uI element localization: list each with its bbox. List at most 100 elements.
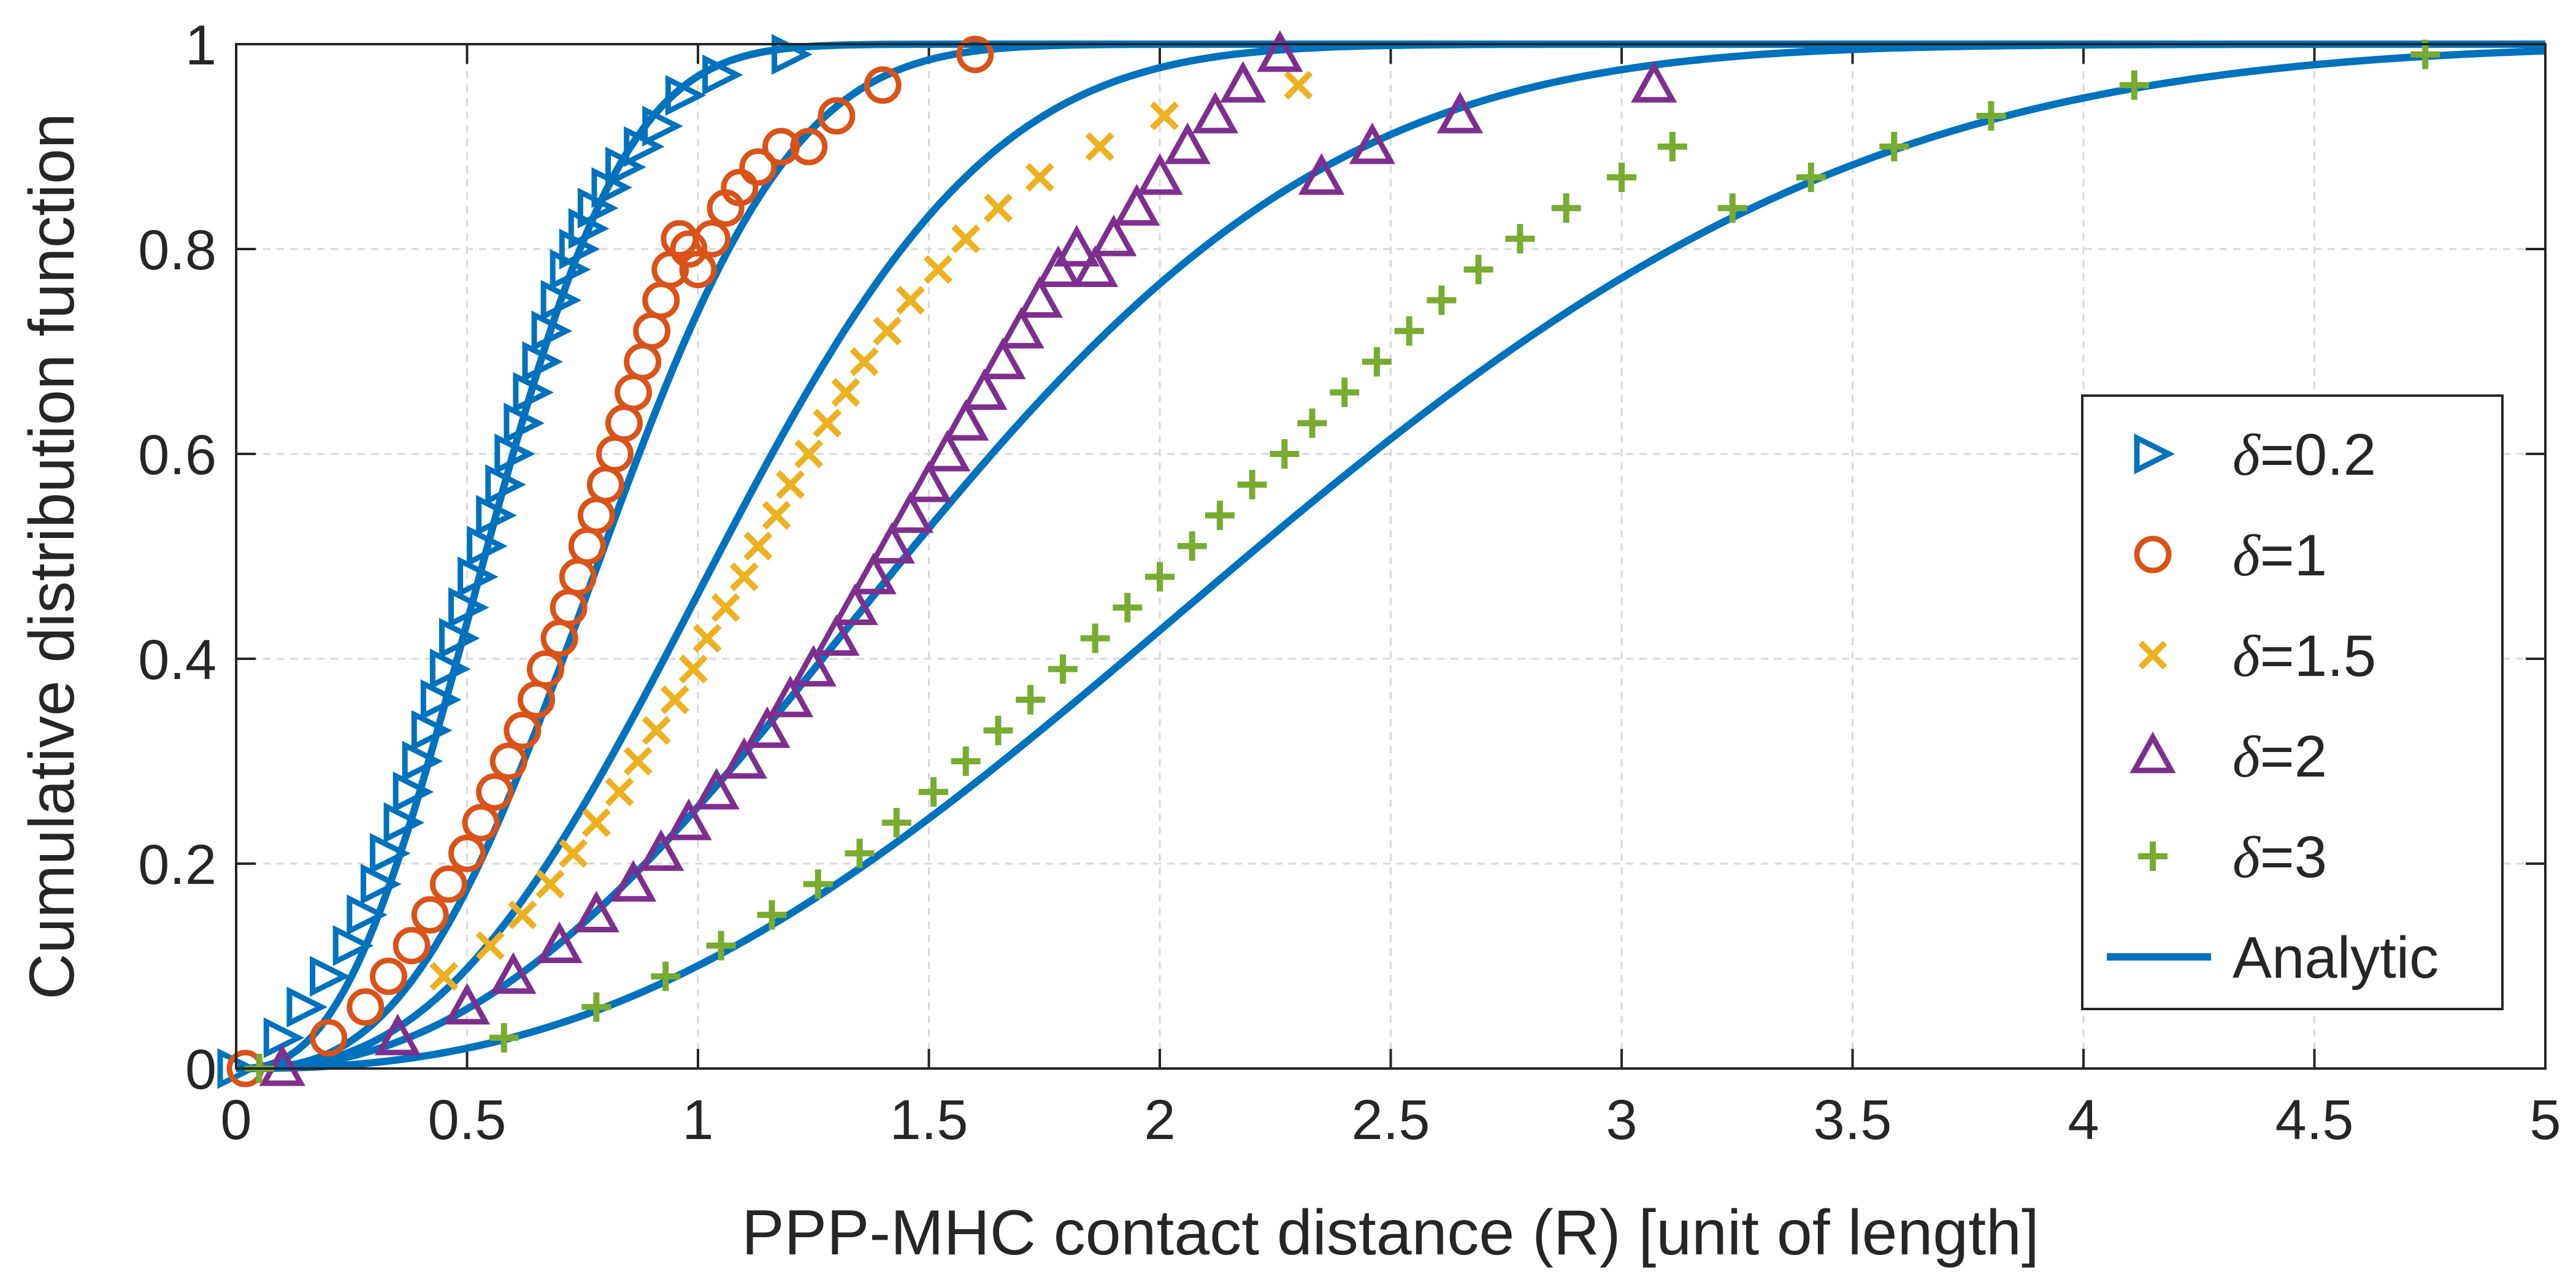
data-point: [504, 712, 542, 750]
data-point: [458, 556, 499, 597]
data-point: [868, 522, 915, 564]
legend-box: [2081, 394, 2504, 1010]
data-point: [448, 587, 489, 628]
data-point: [332, 925, 374, 966]
legend-label: δ=3: [2233, 824, 2327, 890]
series-2-markers: [429, 71, 1313, 991]
data-point: [665, 75, 707, 116]
data-point: [462, 804, 500, 842]
data-point: [692, 624, 722, 653]
x-tick-label: 1: [682, 1089, 713, 1151]
data-point: [873, 317, 902, 346]
data-point: [1257, 30, 1303, 72]
data-point: [721, 737, 767, 779]
data-point: [919, 777, 949, 807]
data-point: [679, 250, 717, 288]
series-4-markers: [244, 39, 2440, 1083]
data-point: [439, 618, 480, 659]
data-point: [1607, 163, 1636, 193]
x-tick-label: 5: [2529, 1089, 2561, 1151]
x-axis-label: PPP-MHC contact distance (R) [unit of le…: [742, 1197, 2039, 1268]
data-point: [360, 864, 402, 905]
x-tick-label: 4: [2068, 1089, 2099, 1151]
legend-value: =2: [2260, 724, 2327, 789]
data-point: [642, 716, 671, 745]
data-point: [1505, 224, 1535, 254]
data-point: [776, 470, 805, 499]
data-point: [905, 460, 953, 502]
legend-entry: δ=1.5: [2138, 623, 2377, 689]
data-point: [706, 931, 736, 961]
data-point: [411, 710, 453, 751]
data-point: [605, 777, 634, 807]
data-point: [527, 650, 565, 688]
data-point: [832, 583, 878, 625]
series-0-markers: [217, 34, 813, 1089]
data-point: [1080, 623, 1110, 653]
legend-value: =0.2: [2260, 422, 2377, 488]
data-point: [369, 833, 411, 874]
series-3-markers: [259, 30, 1677, 1086]
data-point: [475, 931, 505, 961]
legend-entry: δ=2: [2129, 724, 2327, 789]
legend-label: δ=0.2: [2233, 422, 2376, 488]
data-point: [476, 494, 517, 536]
data-point: [693, 220, 731, 258]
data-point: [642, 106, 683, 147]
data-point: [1137, 153, 1183, 195]
data-point: [887, 491, 934, 533]
y-tick-label: 0.6: [138, 424, 217, 486]
data-point: [1016, 276, 1063, 318]
data-point: [573, 891, 619, 932]
data-point: [721, 169, 759, 207]
data-point: [1113, 183, 1160, 226]
data-point: [1463, 255, 1493, 285]
data-point: [850, 553, 897, 594]
data-point: [762, 501, 791, 530]
data-point: [1297, 408, 1327, 438]
data-point: [1071, 245, 1119, 287]
x-tick-label: 1.5: [890, 1089, 968, 1151]
legend-label: δ=1: [2233, 523, 2327, 588]
data-point: [383, 802, 425, 843]
data-point: [402, 740, 443, 782]
data-point: [494, 433, 535, 475]
data-point: [961, 368, 1008, 410]
data-point: [979, 337, 1026, 380]
data-point: [448, 834, 486, 872]
legend-label: δ=2: [2233, 724, 2327, 789]
data-point: [790, 645, 837, 687]
x-tick-label: 0: [220, 1089, 251, 1151]
y-tick-label: 0: [185, 1038, 217, 1101]
data-point: [1796, 163, 1826, 193]
y-tick-label: 1: [185, 14, 217, 77]
data-point: [504, 402, 545, 444]
data-point: [651, 961, 681, 991]
data-point: [1205, 501, 1235, 531]
data-point: [581, 808, 611, 837]
data-point: [813, 409, 842, 438]
legend-marker: [2138, 640, 2168, 670]
legend-marker: [2134, 433, 2175, 475]
legend-symbol: δ: [2233, 824, 2261, 890]
data-point: [310, 956, 351, 997]
data-point: [1427, 285, 1457, 315]
legend-value: =1.5: [2260, 623, 2377, 689]
data-point: [998, 307, 1045, 349]
x-tick-label: 4.5: [2275, 1089, 2354, 1151]
y-tick-labels: 0 0.2 0.4 0.6 0.8 1: [138, 14, 217, 1101]
data-point: [513, 372, 554, 413]
y-tick-label: 0.2: [138, 834, 217, 896]
data-point: [762, 128, 800, 166]
data-point: [983, 715, 1013, 745]
data-point: [951, 746, 981, 776]
x-tick-labels: 0 0.5 1 1.5 2 2.5 3 3.5 4 4.5 5: [220, 1089, 2561, 1151]
data-point: [1284, 71, 1313, 100]
data-point: [610, 860, 657, 902]
data-point: [420, 679, 462, 721]
x-tick-label: 2.5: [1352, 1089, 1430, 1151]
data-point: [1362, 347, 1392, 377]
data-point: [794, 439, 824, 469]
x-tick-label: 3: [1606, 1089, 1637, 1151]
